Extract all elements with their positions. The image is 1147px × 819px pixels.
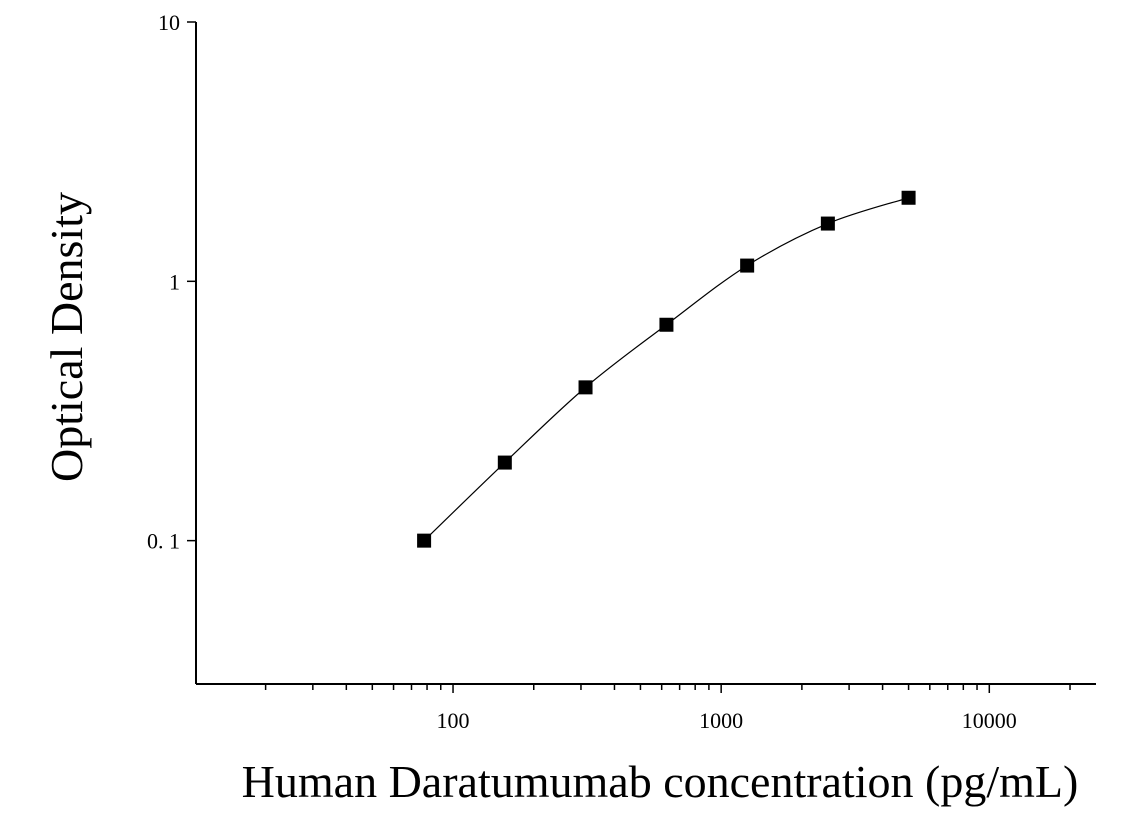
ticks: 100 1000 10000 10 1 0. 1 (147, 10, 1071, 733)
fit-curve (423, 197, 909, 542)
y-tick-label: 10 (158, 10, 180, 35)
data-point (820, 216, 835, 231)
data-point (740, 258, 755, 273)
x-tick-label: 100 (437, 708, 470, 733)
data-point (901, 190, 916, 205)
y-tick-label: 1 (169, 269, 180, 294)
data-point (659, 317, 674, 332)
data-point (578, 380, 593, 395)
x-tick-label: 1000 (699, 708, 743, 733)
axes (195, 22, 1096, 685)
x-axis-title: Human Daratumumab concentration (pg/mL) (242, 756, 1079, 807)
y-axis-title: Optical Density (41, 192, 92, 482)
y-tick-label: 0. 1 (147, 529, 180, 554)
data-points (417, 190, 916, 548)
x-tick-label: 10000 (962, 708, 1017, 733)
data-point (417, 533, 432, 548)
data-point (497, 455, 512, 470)
